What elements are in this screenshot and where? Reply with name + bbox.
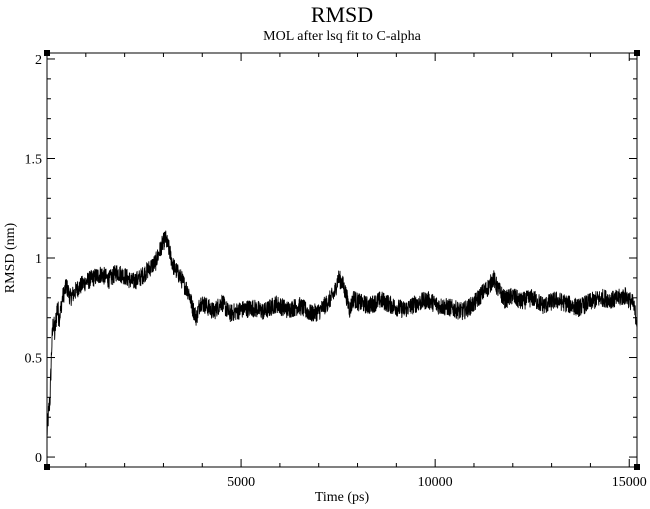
- y-tick-label: 1.5: [25, 152, 43, 167]
- x-axis-ticks: 5000 10000 15000: [85, 53, 647, 490]
- plot-frame: [46, 52, 638, 468]
- x-tick-label: 15000: [612, 475, 647, 490]
- y-axis-label: RMSD (nm): [3, 222, 18, 293]
- y-tick-label: 0: [35, 451, 42, 466]
- y-axis-ticks: 0 0.5 1 1.5 2: [25, 53, 637, 466]
- corner-handle-3: [634, 464, 640, 470]
- chart-subtitle: MOL after lsq fit to C-alpha: [263, 29, 422, 44]
- corner-handle-0: [44, 50, 50, 56]
- corner-handles: [44, 50, 640, 470]
- corner-handle-1: [634, 50, 640, 56]
- x-tick-label: 5000: [227, 475, 255, 490]
- chart-title: RMSD: [311, 2, 373, 27]
- x-axis-label: Time (ps): [315, 490, 370, 505]
- rmsd-series-line: [46, 230, 638, 436]
- y-tick-label: 0.5: [25, 352, 43, 367]
- y-tick-label: 1: [35, 252, 42, 267]
- corner-handle-2: [44, 464, 50, 470]
- y-tick-label: 2: [35, 53, 42, 68]
- x-tick-label: 10000: [418, 475, 453, 490]
